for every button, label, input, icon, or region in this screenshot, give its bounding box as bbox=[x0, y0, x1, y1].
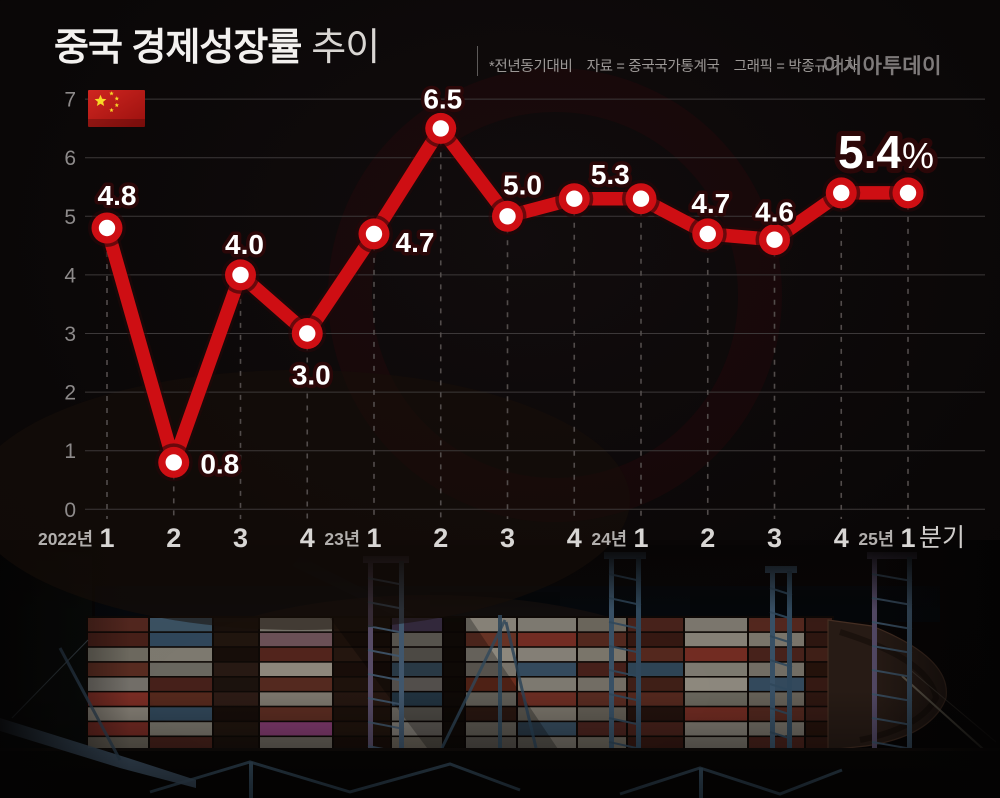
page-title: 중국 경제성장률 추이 bbox=[54, 26, 380, 70]
x-axis-tick-label: 1 bbox=[99, 523, 114, 553]
x-axis-tick-label: 3 bbox=[767, 523, 782, 553]
drop-lines bbox=[106, 128, 909, 519]
x-axis-suffix-label: 분기 bbox=[919, 524, 965, 552]
y-axis-tick-label: 0 bbox=[64, 499, 76, 522]
x-axis-year-label: 23년 bbox=[324, 529, 360, 549]
data-label: 4.7 bbox=[396, 227, 435, 258]
data-label: 0.8 bbox=[200, 448, 239, 479]
y-axis-tick-label: 1 bbox=[64, 440, 76, 463]
data-labels: 4.8 0.8 4.0 3.0 4.7 6.5 5.0 5.3 4.7 4.6 5.4% bbox=[94, 80, 939, 483]
y-axis-tick-label: 5 bbox=[64, 206, 76, 229]
meta-credit: 그래픽 = 박종규 기자 bbox=[733, 59, 858, 75]
x-axis-tick-label: 3 bbox=[233, 523, 248, 553]
title-sub: 추이 bbox=[311, 27, 380, 69]
header: 중국 경제성장률 추이 *전년동기대비 자료 = 중국국가통계국 그래픽 = 박종규 … bbox=[0, 0, 1000, 90]
y-axis-tick-label: 3 bbox=[64, 323, 76, 346]
x-axis-year-label: 24년 bbox=[591, 529, 627, 549]
data-label: 4.0 bbox=[225, 229, 264, 260]
data-label: 5.3 bbox=[591, 159, 630, 190]
data-label: 6.5 bbox=[423, 83, 462, 114]
data-label: 3.0 bbox=[292, 360, 331, 391]
publisher-logo: 아시아투데이 bbox=[823, 55, 942, 78]
x-axis-tick-label: 1 bbox=[366, 523, 381, 553]
data-label: 4.6 bbox=[755, 197, 794, 228]
data-label-emphasis: 5.4% bbox=[838, 126, 934, 178]
title-main: 중국 경제성장률 bbox=[54, 27, 302, 69]
x-axis-tick-label: 4 bbox=[300, 523, 315, 553]
x-axis-tick-label: 1 bbox=[633, 523, 648, 553]
x-axis-tick-label: 2 bbox=[700, 523, 715, 553]
x-axis-tick-label: 4 bbox=[567, 523, 582, 553]
meta-source: 자료 = 중국국가통계국 bbox=[586, 59, 720, 75]
meta-line: *전년동기대비 자료 = 중국국가통계국 그래픽 = 박종규 기자 bbox=[489, 55, 871, 76]
x-axis-tick-label: 1 bbox=[900, 523, 915, 553]
y-axis-tick-label: 7 bbox=[64, 89, 76, 112]
data-points bbox=[88, 109, 927, 482]
data-label: 5.0 bbox=[503, 169, 542, 200]
x-axis-year-label: 2022년 bbox=[38, 529, 93, 549]
x-axis-year-label: 25년 bbox=[858, 529, 894, 549]
y-axis-tick-label: 6 bbox=[64, 147, 76, 170]
x-axis-labels: 2022년 1 2 3 4 23년 1 2 3 4 24년 1 2 3 4 25년 1 분기 bbox=[38, 523, 965, 553]
x-axis-tick-label: 4 bbox=[834, 523, 849, 553]
x-axis-tick-label: 2 bbox=[166, 523, 181, 553]
data-label: 4.7 bbox=[691, 188, 730, 219]
china-flag-icon bbox=[88, 90, 145, 127]
data-label: 4.8 bbox=[98, 180, 137, 211]
y-axis-tick-label: 4 bbox=[64, 264, 76, 287]
x-axis-tick-label: 2 bbox=[433, 523, 448, 553]
x-axis-tick-label: 3 bbox=[500, 523, 515, 553]
y-axis-tick-label: 2 bbox=[64, 382, 76, 405]
title-divider bbox=[477, 46, 478, 76]
meta-note: *전년동기대비 bbox=[489, 59, 573, 75]
